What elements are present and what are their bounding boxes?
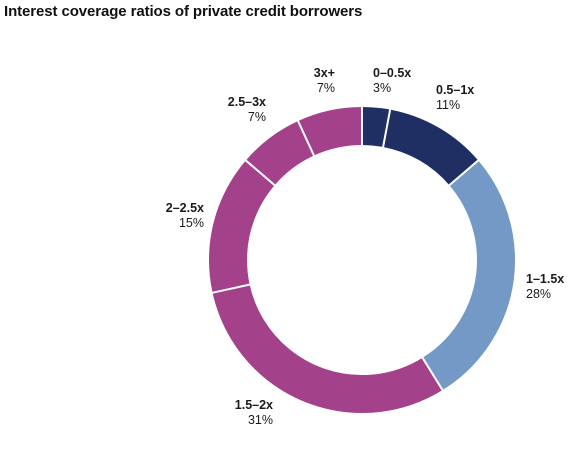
slice-separator bbox=[211, 283, 251, 294]
slice-separator bbox=[296, 119, 316, 157]
slice-value-3xplus: 7% bbox=[317, 81, 335, 95]
donut-slice-1p5-2x bbox=[209, 107, 515, 413]
chart-title: Interest coverage ratios of private cred… bbox=[4, 3, 363, 20]
donut-segments bbox=[209, 106, 515, 413]
slice-separator bbox=[447, 159, 480, 187]
slice-value-2-2p5x: 15% bbox=[179, 216, 204, 230]
donut-slice-2-2p5x bbox=[209, 107, 515, 413]
slice-value-2p5-3x: 7% bbox=[248, 110, 266, 124]
slice-label-1p5-2x: 1.5–2x bbox=[235, 398, 273, 412]
slice-label-0-0p5x: 0–0.5x bbox=[373, 66, 411, 80]
slice-value-0-0p5x: 3% bbox=[373, 81, 391, 95]
slice-separator bbox=[421, 356, 444, 392]
slice-value-1p5-2x: 31% bbox=[248, 413, 273, 427]
slice-separator bbox=[244, 159, 277, 187]
slice-label-2-2p5x: 2–2.5x bbox=[166, 201, 204, 215]
donut-slice-1-1p5x bbox=[209, 107, 515, 413]
slice-value-1-1p5x: 28% bbox=[526, 287, 551, 301]
slice-separator bbox=[381, 108, 392, 149]
slice-label-3xplus: 3x+ bbox=[314, 66, 335, 80]
slice-label-2p5-3x: 2.5–3x bbox=[228, 95, 266, 109]
slice-label-0p5-1x: 0.5–1x bbox=[436, 83, 474, 97]
slice-value-0p5-1x: 11% bbox=[436, 98, 460, 112]
slice-label-1-1p5x: 1–1.5x bbox=[526, 272, 564, 286]
